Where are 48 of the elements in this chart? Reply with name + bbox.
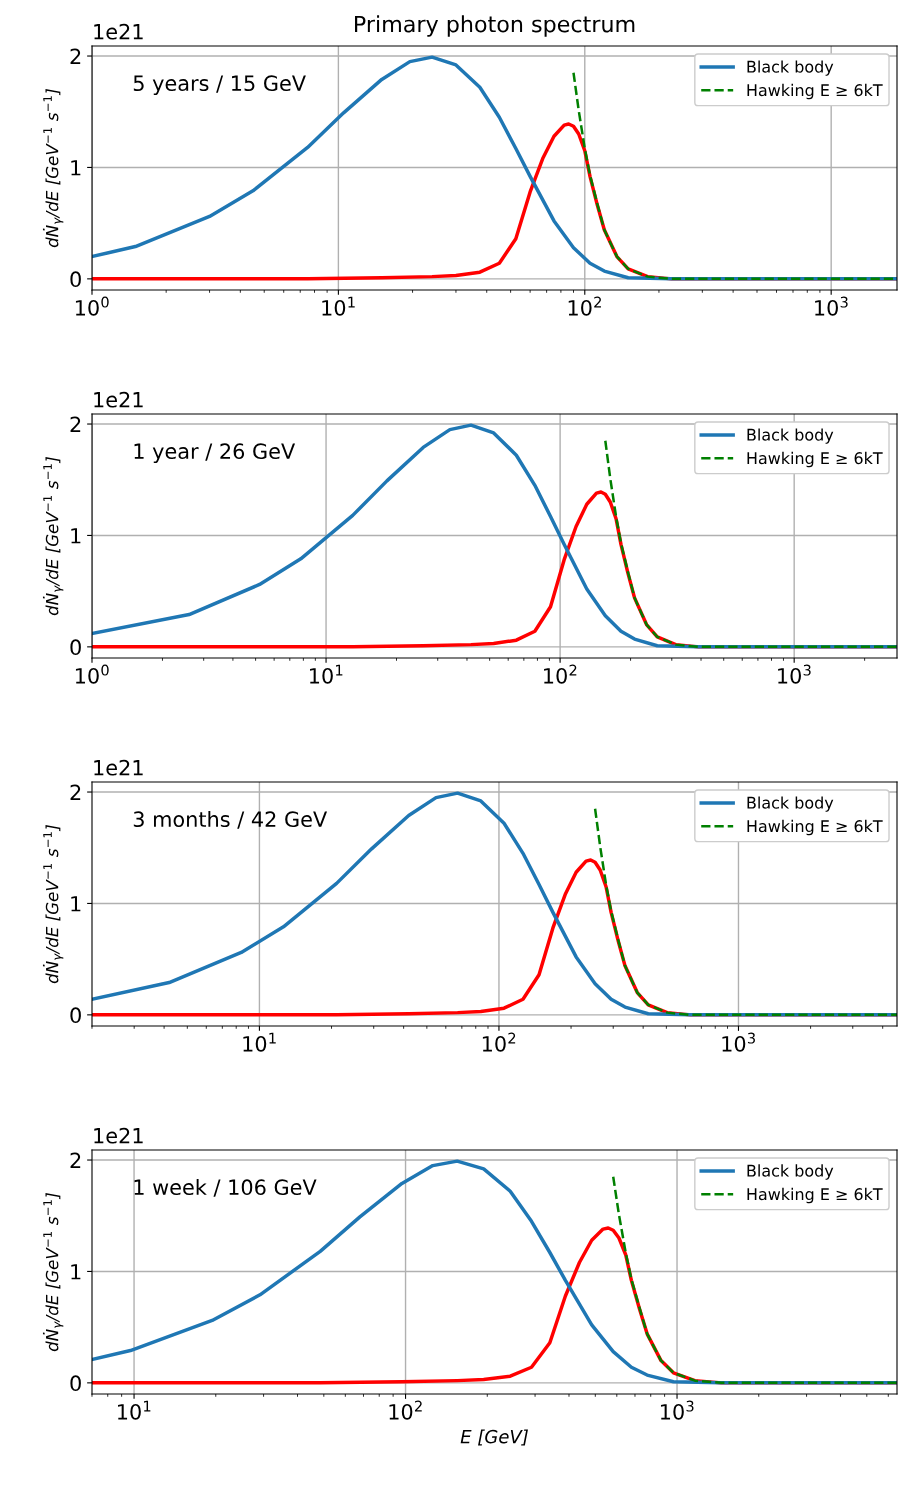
y-axis-title: dṄ$_{γ}$/dE [GeV$^{−1}$ s$^{−1}$]	[42, 88, 64, 248]
x-tick-label: 10$^{3}$	[778, 664, 811, 684]
x-tick-label: 10$^{3}$	[815, 296, 848, 316]
text: 1e21	[94, 1127, 143, 1144]
legend-label: Hawking E ≥ 6kT	[747, 83, 883, 100]
x-tick-label: 10$^{0}$	[75, 664, 109, 684]
legend-label: Hawking E ≥ 6kT	[747, 819, 883, 836]
legend-label: Black body	[747, 796, 834, 812]
y-tick-label: 2	[70, 784, 81, 800]
y-axis-title: dṄ$_{γ}$/dE [GeV$^{−1}$ s$^{−1}$]	[42, 824, 64, 984]
x-tick-label: 10$^{1}$	[322, 296, 355, 316]
text: 1e21	[94, 759, 143, 776]
y-tick-label: 0	[70, 639, 81, 656]
annotation: 1 week / 106 GeV	[134, 1178, 317, 1197]
y-tick-label: 1	[71, 896, 81, 912]
y-tick-label: 0	[70, 1007, 81, 1024]
x-tick-label: 10$^{3}$	[722, 1032, 755, 1052]
y-tick-label: 0	[70, 271, 81, 288]
x-tick-label: 10$^{2}$	[568, 296, 601, 316]
x-tick-label: 10$^{2}$	[482, 1032, 516, 1052]
x-tick-label: 10$^{1}$	[243, 1032, 276, 1052]
legend-label: Black body	[747, 1164, 834, 1180]
x-tick-label: 10$^{1}$	[118, 1400, 151, 1420]
legend-label: Hawking E ≥ 6kT	[747, 1187, 883, 1204]
text: 1e21	[94, 391, 143, 408]
y-tick-label: 1	[71, 160, 81, 176]
y-tick-label: 2	[70, 416, 81, 432]
x-axis-title: E [GeV]	[460, 1429, 528, 1446]
legend-label: Black body	[747, 428, 834, 444]
y-tick-label: 2	[70, 48, 81, 64]
legend-label: Black body	[747, 60, 834, 76]
annotation: 1 year / 26 GeV	[134, 443, 296, 464]
y-axis-title: dṄ$_{γ}$/dE [GeV$^{−1}$ s$^{−1}$]	[42, 456, 64, 616]
annotation: 3 months / 42 GeV	[133, 810, 328, 829]
x-tick-label: 10$^{3}$	[660, 1400, 694, 1420]
x-tick-label: 10$^{2}$	[389, 1400, 422, 1420]
y-tick-label: 0	[70, 1375, 81, 1392]
x-tick-label: 10$^{2}$	[544, 664, 577, 684]
legend-label: Hawking E ≥ 6kT	[747, 451, 883, 468]
chart-title: Primary photon spectrum	[355, 15, 635, 37]
y-tick-label: 2	[70, 1152, 81, 1168]
y-tick-label: 1	[71, 1264, 81, 1280]
y-tick-label: 1	[71, 528, 81, 544]
y-axis-title: dṄ$_{γ}$/dE [GeV$^{−1}$ s$^{−1}$]	[42, 1192, 64, 1352]
x-tick-label: 10$^{1}$	[310, 664, 343, 684]
text: 1e21	[94, 23, 143, 40]
x-tick-label: 10$^{0}$	[75, 296, 109, 316]
annotation: 5 years / 15 GeV	[133, 75, 306, 96]
